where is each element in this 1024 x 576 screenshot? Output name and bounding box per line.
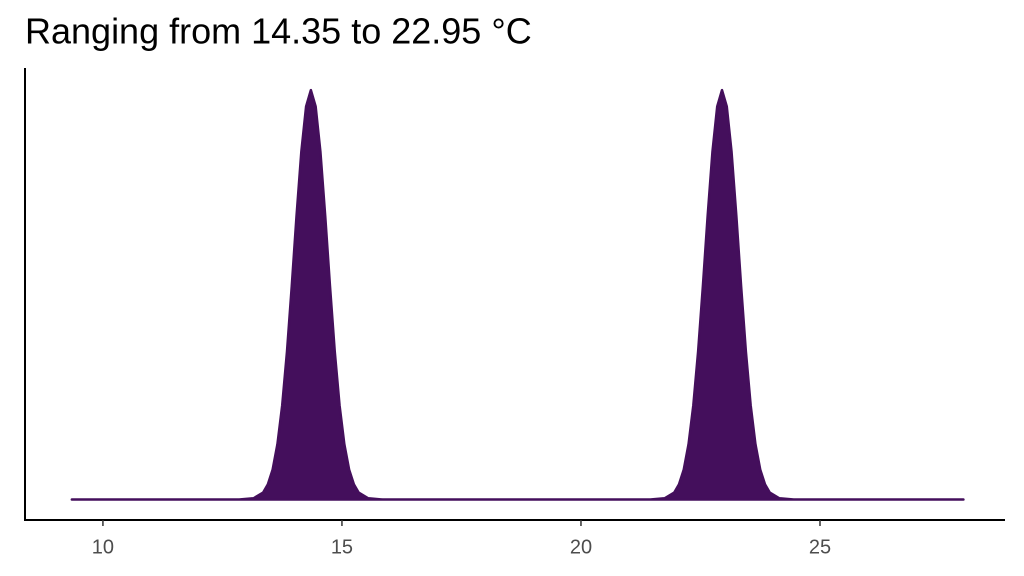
x-tick-label: 20 bbox=[570, 536, 592, 558]
density-area bbox=[70, 88, 965, 501]
x-tick-label: 10 bbox=[92, 536, 114, 558]
chart-title: Ranging from 14.35 to 22.95 °C bbox=[25, 11, 532, 52]
x-tick-label: 25 bbox=[809, 536, 831, 558]
x-tick-label: 15 bbox=[331, 536, 353, 558]
